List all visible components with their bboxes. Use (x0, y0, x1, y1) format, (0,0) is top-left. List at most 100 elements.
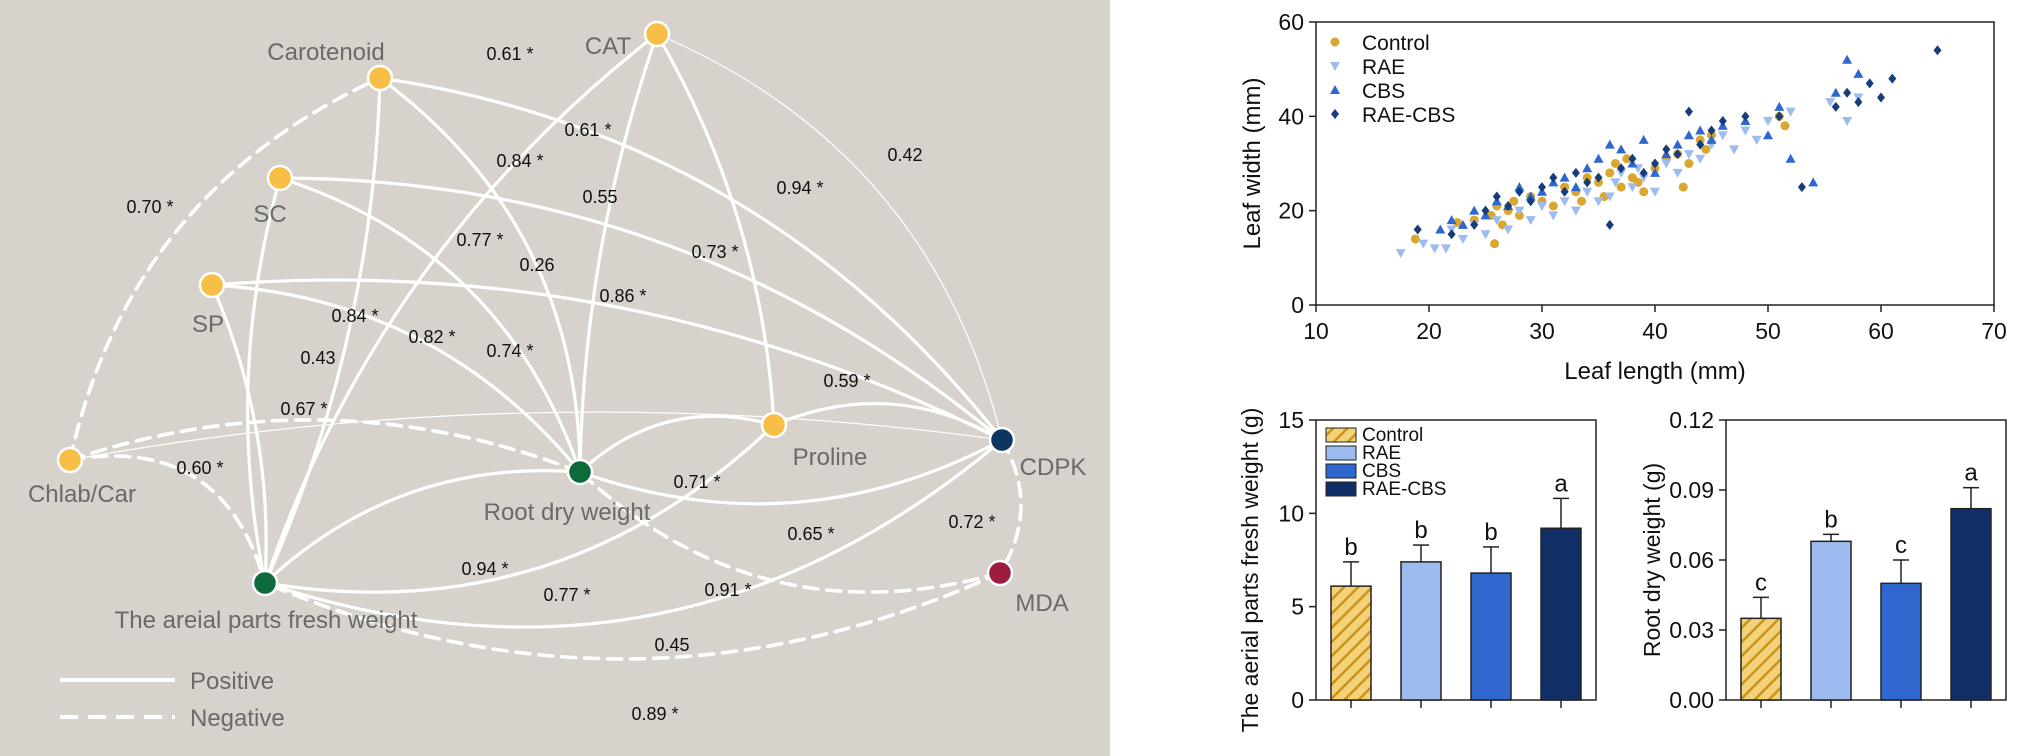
point-rae-cbs (1865, 78, 1874, 89)
point-rae (1785, 107, 1796, 117)
point-cbs (1763, 130, 1773, 140)
node-label-mda: MDA (1015, 590, 1068, 617)
point-control (1509, 196, 1519, 206)
node-rootdw (566, 458, 594, 486)
legend-label-positive: Positive (190, 668, 274, 695)
edge-cat-aerialfw (263, 32, 659, 585)
edge-chlabcar-carotenoid (68, 76, 382, 462)
point-cbs (1706, 134, 1717, 144)
y-tick-label: 0.00 (1669, 687, 1714, 713)
point-rae-cbs (1662, 144, 1671, 155)
point-rae (1525, 216, 1536, 226)
edge-label-proline-cdpk: 0.59 * (823, 371, 870, 391)
point-rae (1537, 201, 1547, 211)
point-rae-cbs (1696, 139, 1705, 150)
y-tick-label: 0 (1291, 687, 1304, 713)
edge-proline-aerialfw (263, 423, 776, 594)
point-control (1577, 196, 1587, 206)
network-legend: Positive Negative (60, 668, 285, 732)
edge-cdpk-mda (998, 438, 1023, 575)
node-mda (986, 559, 1014, 587)
legend-marker-rae-cbs (1331, 109, 1339, 119)
edge-sp-rootdw (210, 283, 582, 474)
legend-marker-control (1330, 37, 1340, 47)
point-cbs (1604, 139, 1615, 149)
point-control (1605, 168, 1615, 178)
significance-letter-rae: b (1414, 517, 1427, 544)
edge-chlabcar-rootdw (68, 418, 582, 474)
point-rae-cbs (1854, 97, 1863, 108)
bar-y-axis: 0.00 0.03 0.06 0.09 0.12 (1669, 407, 1726, 713)
scatter-points (1395, 45, 1942, 259)
point-rae-cbs (1560, 186, 1569, 197)
legend-swatch-rae (1325, 445, 1357, 461)
point-rae-cbs (1549, 172, 1558, 183)
edge-carotenoid-aerialfw (263, 76, 382, 585)
point-rae-cbs (1707, 125, 1716, 136)
y-axis-title: Root dry weight (g) (1639, 463, 1665, 657)
legend-marker-cbs (1330, 85, 1340, 94)
legend-label-rae: RAE (1362, 443, 1401, 464)
point-rae (1717, 131, 1728, 141)
point-cbs (1650, 167, 1660, 177)
legend-swatch-rae-cbs (1325, 481, 1357, 497)
point-rae (1729, 145, 1740, 155)
edge-chlabcar-aerialfw (68, 454, 267, 585)
edge-carotenoid-cdpk (378, 76, 1004, 442)
point-control (1410, 234, 1420, 244)
edge-label-cat-proline: 0.94 * (776, 178, 823, 198)
y-tick-label: 0.09 (1669, 477, 1714, 503)
edge-label-cat-rootdw: 0.73 * (691, 242, 738, 262)
network-edge-labels: 0.70 * 0.61 * 0.61 * 0.55 0.42 0.94 * 0.84 * 0.… (126, 44, 995, 724)
edge-cat-rootdw (578, 32, 659, 474)
node-cdpk (988, 426, 1016, 454)
node-label-rootdw: Root dry weight (484, 499, 651, 526)
point-rae (1570, 206, 1581, 216)
edge-label-sp-rootdw: 0.74 * (486, 341, 533, 361)
node-label-sc: SC (253, 201, 286, 228)
edge-label-cdpk-rootdw: 0.65 * (787, 524, 834, 544)
edge-label-cdpk-aerialfw: 0.45 (654, 635, 689, 655)
point-cbs (1808, 177, 1819, 187)
bar-cbs (1470, 572, 1512, 701)
point-rae-cbs (1877, 92, 1885, 103)
edge-label-chlabcar-aerialfw: 0.60 * (176, 458, 223, 478)
point-rae (1740, 126, 1751, 136)
bar-cbs (1880, 582, 1922, 701)
point-cbs (1672, 139, 1683, 149)
x-tick-label: 60 (1868, 318, 1894, 344)
edge-label-mda-rootdw: 0.91 * (704, 580, 751, 600)
legend-label-control: Control (1362, 32, 1430, 55)
edge-label-chlabcar-carotenoid: 0.70 * (126, 197, 173, 217)
y-tick-label: 15 (1278, 407, 1304, 433)
significance-letter-cbs: b (1484, 519, 1497, 546)
node-carotenoid (366, 64, 394, 92)
point-rae (1582, 187, 1593, 197)
point-control (1684, 159, 1694, 168)
point-control (1639, 187, 1649, 197)
point-cbs (1570, 182, 1581, 192)
y-tick-label: 60 (1278, 9, 1304, 35)
point-rae-cbs (1831, 101, 1840, 112)
point-rae (1457, 234, 1468, 244)
point-control (1452, 217, 1462, 227)
point-rae (1604, 192, 1615, 202)
point-cbs (1559, 172, 1570, 182)
point-rae (1627, 183, 1638, 193)
edge-chlabcar-cdpk (69, 411, 1003, 461)
bar-control (1740, 617, 1782, 701)
y-tick-label: 0.03 (1669, 617, 1714, 643)
edge-rootdw-aerialfw (263, 469, 582, 585)
x-tick-label: 40 (1642, 318, 1668, 344)
point-rae (1429, 244, 1440, 254)
point-rae (1593, 197, 1604, 207)
node-label-cat: CAT (585, 33, 632, 60)
edge-label-sp-aerialfw: 0.67 * (280, 399, 327, 419)
node-sc (266, 164, 294, 192)
bars: b b b a (1330, 470, 1582, 708)
node-chlabcar (56, 446, 84, 474)
aerial-fresh-weight-bar-chart: 0 5 10 15 The aerial parts fresh weight (g) b… (1237, 407, 1597, 732)
scatter-y-axis: 0 20 40 60 (1278, 9, 1316, 318)
legend-marker-rae (1330, 62, 1340, 71)
x-tick-label: 70 (1981, 318, 2007, 344)
